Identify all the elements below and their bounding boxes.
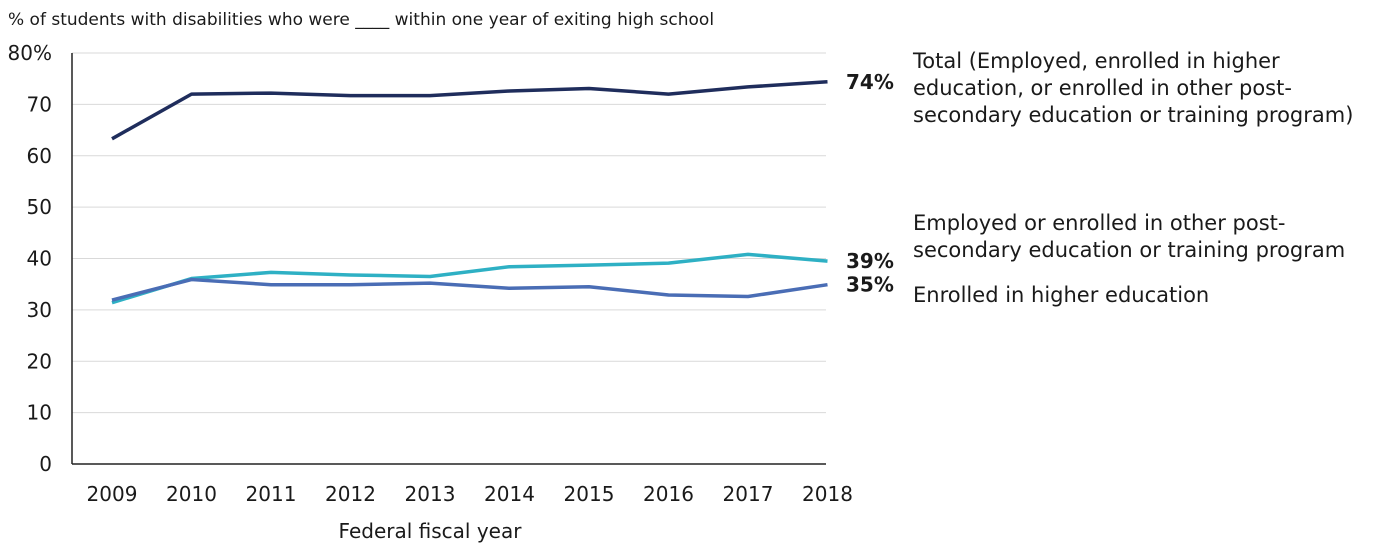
legend-entry-line: Total (Employed, enrolled in higher bbox=[913, 49, 1280, 73]
x-tick-label: 2015 bbox=[564, 482, 615, 506]
series-line-2 bbox=[111, 277, 828, 302]
x-axis-ticks: 2009 2010 2011 2012 2013 2014 2015 2016 2017 2018 bbox=[87, 482, 853, 506]
y-tick-label: 0 bbox=[39, 452, 52, 476]
y-tick-label: 80% bbox=[8, 41, 52, 65]
x-tick-label: 2016 bbox=[643, 482, 694, 506]
legend-entry-line: education, or enrolled in other post- bbox=[913, 76, 1292, 100]
chart-title: % of students with disabilities who were… bbox=[8, 10, 714, 30]
y-tick-label: 10 bbox=[27, 401, 52, 425]
x-tick-label: 2013 bbox=[405, 482, 456, 506]
x-tick-label: 2014 bbox=[484, 482, 535, 506]
x-tick-label: 2009 bbox=[87, 482, 138, 506]
legend-entry-0: Total (Employed, enrolled in higher educa… bbox=[913, 48, 1353, 129]
y-axis-ticks: 0 10 20 30 40 50 60 70 80% bbox=[8, 41, 52, 476]
series-line-1 bbox=[111, 252, 828, 305]
end-labels: 74% 39%35% bbox=[846, 70, 894, 297]
y-tick-label: 60 bbox=[27, 144, 52, 168]
series-lines bbox=[111, 80, 828, 305]
x-tick-label: 2011 bbox=[246, 482, 297, 506]
legend-entry-line: Enrolled in higher education bbox=[913, 283, 1210, 307]
series-line-0 bbox=[111, 80, 828, 141]
legend-entry-line: Employed or enrolled in other post- bbox=[913, 211, 1286, 235]
y-tick-label: 30 bbox=[27, 298, 52, 322]
gridlines bbox=[72, 52, 826, 414]
x-axis-label: Federal fiscal year bbox=[339, 519, 523, 543]
legend-entry-2: Enrolled in higher education bbox=[913, 282, 1209, 309]
end-label-0: 74% bbox=[846, 70, 894, 94]
y-tick-label: 50 bbox=[27, 195, 52, 219]
x-tick-label: 2010 bbox=[166, 482, 217, 506]
legend-entry-line: secondary education or training program bbox=[913, 238, 1346, 262]
end-label-2: 35% bbox=[846, 273, 894, 297]
y-tick-label: 40 bbox=[27, 247, 52, 271]
legend-entry-1: Employed or enrolled in other post-secon… bbox=[913, 210, 1345, 264]
end-label-1: 39% bbox=[846, 249, 894, 273]
x-tick-label: 2018 bbox=[802, 482, 853, 506]
legend-entry-line: secondary education or training program) bbox=[913, 103, 1354, 127]
y-tick-label: 70 bbox=[27, 92, 52, 116]
x-tick-label: 2017 bbox=[723, 482, 774, 506]
y-tick-label: 20 bbox=[27, 349, 52, 373]
x-tick-label: 2012 bbox=[325, 482, 376, 506]
